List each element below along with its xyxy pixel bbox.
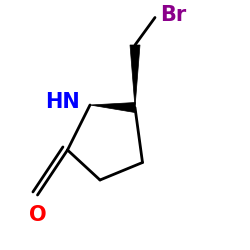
Polygon shape <box>90 102 135 113</box>
Text: Br: Br <box>160 5 186 25</box>
Text: HN: HN <box>45 92 80 112</box>
Text: O: O <box>29 205 46 225</box>
Polygon shape <box>130 45 140 108</box>
